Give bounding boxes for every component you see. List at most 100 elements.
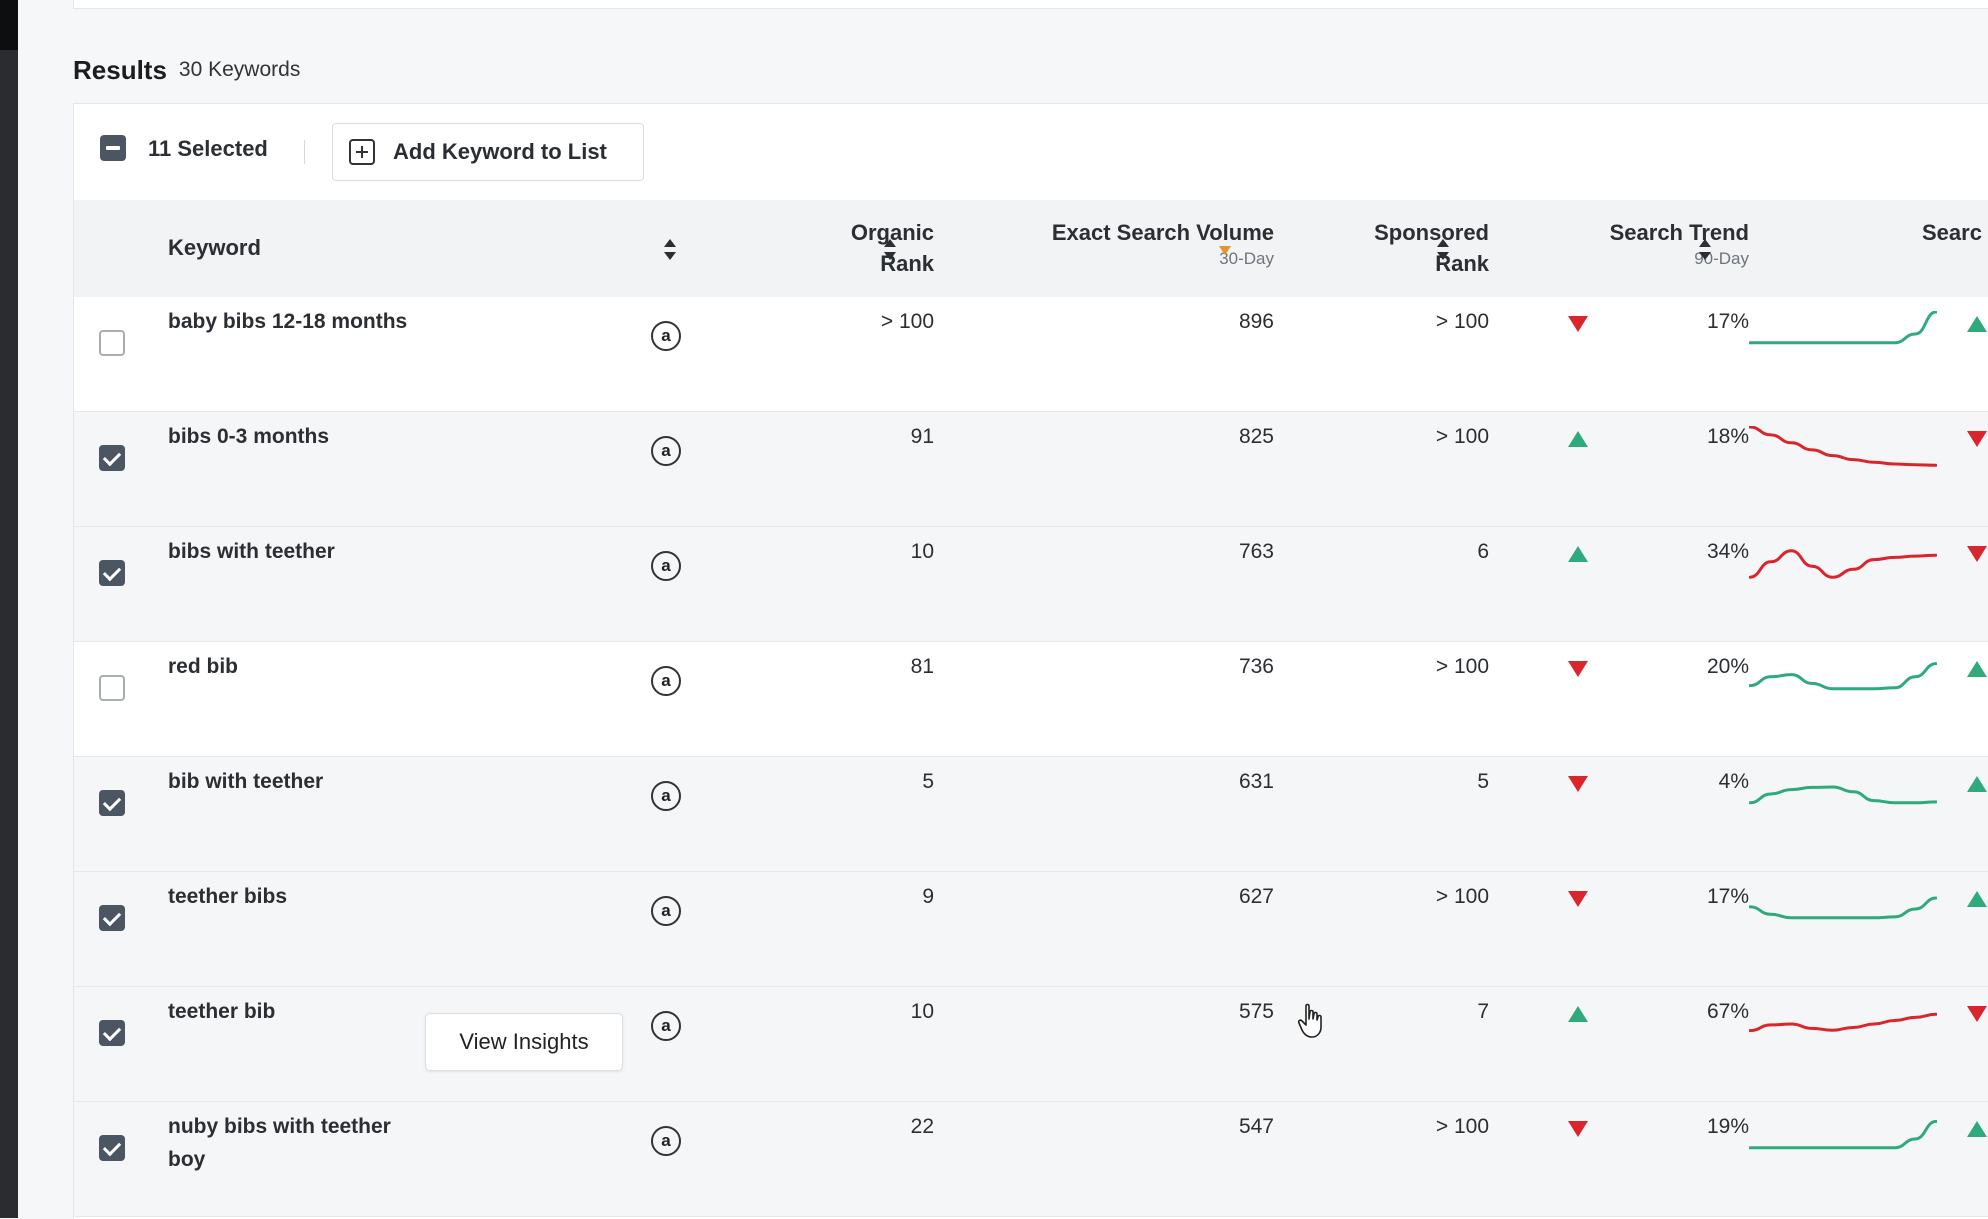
- keyword-cell[interactable]: bib with teether: [168, 770, 324, 793]
- select-all-checkbox[interactable]: [100, 135, 126, 161]
- column-header-exact-search-volume[interactable]: Exact Search Volume 30-Day: [1051, 220, 1274, 268]
- trend-up-icon: [1568, 1006, 1588, 1022]
- row-checkbox[interactable]: [99, 905, 125, 931]
- column-header-keyword[interactable]: Keyword: [168, 235, 261, 260]
- organic-rank-cell: 91: [910, 425, 934, 448]
- sponsored-rank-cell: 6: [1477, 540, 1489, 563]
- search-trend-sparkline: [1749, 1012, 1937, 1033]
- amazon-link-icon[interactable]: a: [651, 1011, 681, 1041]
- search-trend-sparkline: [1749, 549, 1937, 579]
- keyword-cell[interactable]: baby bibs 12-18 months: [168, 310, 408, 333]
- table-row[interactable]: red bib a 81 736 > 100 20%: [74, 642, 1988, 757]
- search-trend-sparkline: [1749, 896, 1937, 920]
- table-row[interactable]: bibs with teether a 10 763 6 34%: [74, 527, 1988, 642]
- sponsored-rank-cell: 5: [1477, 770, 1489, 793]
- amazon-link-icon[interactable]: a: [651, 896, 681, 926]
- results-count: 30 Keywords: [178, 58, 301, 81]
- row-checkbox[interactable]: [99, 675, 125, 701]
- column-header-organic-rank[interactable]: Organic Rank: [850, 220, 934, 276]
- sponsored-rank-cell: > 100: [1435, 425, 1489, 448]
- next-col-up-icon: [1967, 1121, 1987, 1137]
- sort-keyword-icon[interactable]: [664, 239, 676, 263]
- row-checkbox[interactable]: [99, 790, 125, 816]
- next-col-up-icon: [1967, 661, 1987, 677]
- trend-up-icon: [1568, 431, 1588, 447]
- sponsored-rank-cell: 7: [1477, 1000, 1489, 1023]
- table-row[interactable]: teether bib View Insights a 10 575 7 67%: [74, 987, 1988, 1102]
- organic-rank-cell: 81: [910, 655, 934, 678]
- sponsored-rank-cell: > 100: [1435, 310, 1489, 333]
- next-col-down-icon: [1967, 546, 1987, 562]
- search-trend-sparkline: [1749, 311, 1937, 345]
- keyword-cell[interactable]: nuby bibs with teether boy: [168, 1115, 391, 1171]
- row-checkbox[interactable]: [99, 1020, 125, 1046]
- column-header-next-partial[interactable]: Searc: [1922, 220, 1982, 245]
- left-sidebar-edge: [0, 0, 18, 1218]
- toolbar-divider: [304, 140, 305, 164]
- next-col-down-icon: [1967, 1006, 1987, 1022]
- sidebar-top-block: [0, 0, 18, 50]
- table-row[interactable]: nuby bibs with teether boy a 22 547 > 100 19%: [74, 1102, 1988, 1217]
- keyword-cell[interactable]: bibs 0-3 months: [168, 425, 330, 448]
- table-header: Keyword Organic Rank Exact Search Volume …: [74, 200, 1988, 298]
- amazon-link-icon[interactable]: a: [651, 321, 681, 351]
- organic-rank-cell: > 100: [880, 310, 934, 333]
- row-checkbox[interactable]: [99, 1135, 125, 1161]
- search-trend-sparkline: [1749, 1119, 1937, 1150]
- organic-rank-cell: 9: [922, 885, 934, 908]
- trend-down-icon: [1568, 891, 1588, 907]
- row-checkbox[interactable]: [99, 330, 125, 356]
- exact-search-volume-cell: 547: [1238, 1115, 1274, 1138]
- keyword-cell[interactable]: red bib: [168, 655, 239, 678]
- sort-desc-active-icon[interactable]: [1219, 246, 1231, 255]
- amazon-link-icon[interactable]: a: [651, 666, 681, 696]
- bulk-action-toolbar: 11 Selected Add Keyword to List: [74, 104, 1988, 200]
- sponsored-rank-cell: > 100: [1435, 1115, 1489, 1138]
- table-row[interactable]: bibs 0-3 months a 91 825 > 100 18%: [74, 412, 1988, 527]
- sparkline-path: [1749, 1119, 1937, 1150]
- sort-search-trend-icon[interactable]: [1699, 239, 1711, 263]
- trend-down-icon: [1568, 316, 1588, 332]
- selected-count-label: 11 Selected: [148, 136, 268, 161]
- search-trend-percent: 17%: [1706, 885, 1749, 908]
- organic-rank-cell: 10: [910, 1000, 934, 1023]
- amazon-link-icon[interactable]: a: [651, 436, 681, 466]
- search-trend-percent: 18%: [1706, 425, 1749, 448]
- sort-sponsored-rank-icon[interactable]: [1437, 239, 1449, 263]
- search-trend-percent: 34%: [1706, 540, 1749, 563]
- exact-search-volume-cell: 825: [1238, 425, 1274, 448]
- sparkline-path: [1749, 426, 1937, 467]
- amazon-link-icon[interactable]: a: [651, 1126, 681, 1156]
- row-checkbox[interactable]: [99, 445, 125, 471]
- exact-search-volume-cell: 627: [1238, 885, 1274, 908]
- sparkline-path: [1749, 785, 1937, 805]
- trend-down-icon: [1568, 776, 1588, 792]
- add-keyword-label: Add Keyword to List: [393, 139, 607, 164]
- filters-card-edge: [73, 0, 1988, 9]
- table-row[interactable]: baby bibs 12-18 months a > 100 896 > 100 17%: [74, 297, 1988, 412]
- sponsored-rank-cell: > 100: [1435, 655, 1489, 678]
- column-header-sponsored-rank[interactable]: Sponsored Rank: [1374, 220, 1489, 276]
- results-header: Results 30 Keywords: [73, 50, 300, 90]
- hand-cursor-icon: [1297, 1003, 1322, 1038]
- next-col-up-icon: [1967, 776, 1987, 792]
- amazon-link-icon[interactable]: a: [651, 781, 681, 811]
- table-row[interactable]: teether bibs a 9 627 > 100 17%: [74, 872, 1988, 987]
- keyword-cell[interactable]: teether bib: [168, 1000, 276, 1023]
- row-checkbox[interactable]: [99, 560, 125, 586]
- results-title: Results: [73, 54, 167, 85]
- add-keyword-to-list-button[interactable]: Add Keyword to List: [332, 123, 644, 181]
- next-col-down-icon: [1967, 431, 1987, 447]
- next-col-up-icon: [1967, 891, 1987, 907]
- search-trend-percent: 4%: [1718, 770, 1749, 793]
- view-insights-button[interactable]: View Insights: [425, 1013, 623, 1071]
- exact-search-volume-cell: 736: [1238, 655, 1274, 678]
- sparkline-path: [1749, 1012, 1937, 1033]
- trend-up-icon: [1568, 546, 1588, 562]
- amazon-link-icon[interactable]: a: [651, 551, 681, 581]
- exact-search-volume-cell: 631: [1238, 770, 1274, 793]
- keyword-cell[interactable]: teether bibs: [168, 885, 288, 908]
- table-row[interactable]: bib with teether a 5 631 5 4%: [74, 757, 1988, 872]
- keyword-cell[interactable]: bibs with teether: [168, 540, 335, 563]
- sort-organic-rank-icon[interactable]: [884, 239, 896, 263]
